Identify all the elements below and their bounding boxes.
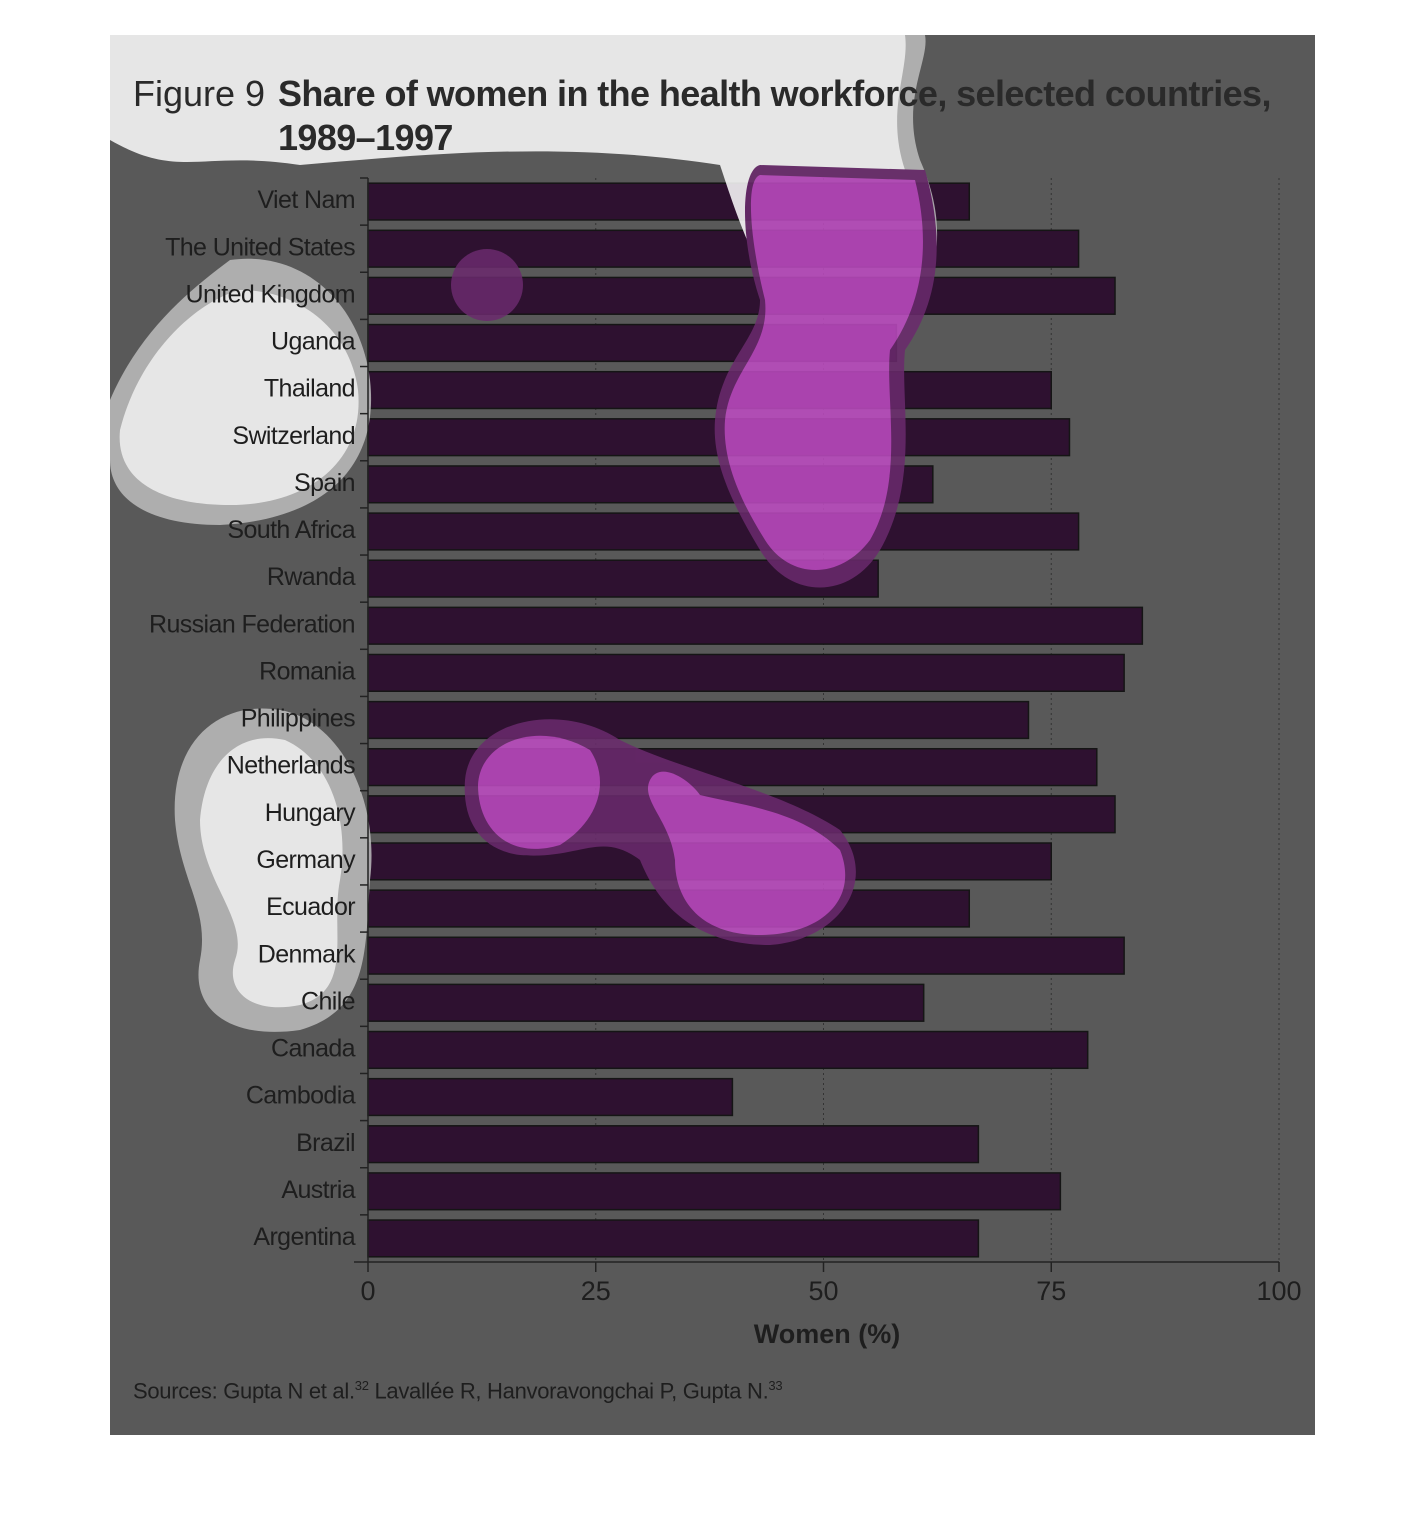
- y-tick-label: Chile: [301, 987, 355, 1015]
- bar: [367, 229, 1080, 268]
- chart-title: Share of women in the health workforce, …: [278, 73, 1271, 158]
- y-tick-label: Netherlands: [227, 752, 355, 780]
- blob: [724, 175, 923, 570]
- y-tick-label: Denmark: [258, 940, 356, 968]
- bar: [367, 983, 925, 1022]
- source-ref: 33: [768, 1378, 783, 1393]
- y-tick-label: Germany: [256, 846, 356, 874]
- x-tick-label: 25: [581, 1276, 611, 1306]
- y-tick-label: Philippines: [241, 705, 355, 733]
- x-tick-label: 100: [1256, 1276, 1301, 1306]
- y-tick-label: Russian Federation: [149, 610, 355, 638]
- y-tick-label: Rwanda: [267, 563, 356, 591]
- bar: [367, 512, 1080, 551]
- source-text: Lavallée R, Hanvoravongchai P, Gupta N.: [368, 1378, 769, 1404]
- blob: [119, 290, 359, 505]
- title-row: Figure 9 Share of women in the health wo…: [133, 72, 1293, 160]
- blob: [200, 738, 343, 1008]
- y-tick-label: Uganda: [271, 328, 356, 356]
- source-text: Sources: Gupta N et al.: [133, 1378, 355, 1404]
- x-tick-label: 75: [1036, 1276, 1066, 1306]
- source-ref: 32: [354, 1378, 369, 1393]
- bar: [367, 1030, 1089, 1070]
- y-tick-label: Canada: [271, 1035, 356, 1063]
- y-tick-label: Thailand: [264, 375, 355, 403]
- blob: [647, 771, 846, 935]
- y-tick-label: Switzerland: [232, 422, 355, 450]
- y-tick-label: South Africa: [227, 516, 355, 544]
- x-tick-label: 0: [360, 1276, 375, 1306]
- source-note: Sources: Gupta N et al.32 Lavallée R, Ha…: [133, 1378, 783, 1404]
- blob: [110, 35, 915, 330]
- bar: [367, 700, 1030, 740]
- bar: [367, 1219, 980, 1258]
- y-tick-label: Viet Nam: [257, 186, 355, 214]
- bar: [367, 606, 1144, 645]
- blob: [478, 735, 600, 849]
- y-tick-label: Hungary: [265, 799, 356, 827]
- bar: [367, 1172, 1062, 1211]
- figure-label: Figure 9: [133, 73, 266, 114]
- y-tick-label: The United States: [165, 233, 355, 261]
- x-axis-label: Women (%): [754, 1319, 901, 1349]
- y-tick-label: Ecuador: [266, 893, 355, 921]
- bar: [367, 1077, 734, 1117]
- y-tick-label: Spain: [294, 469, 355, 497]
- y-tick-label: Argentina: [253, 1223, 355, 1251]
- x-tick-label: 50: [808, 1276, 838, 1306]
- heatmap-overlay: [110, 35, 938, 1032]
- bar: [367, 370, 1052, 410]
- y-tick-label: Romania: [259, 657, 356, 685]
- y-tick-label: Cambodia: [246, 1082, 356, 1110]
- y-tick-label: United Kingdom: [186, 280, 355, 308]
- blob: [451, 249, 523, 321]
- bar: [367, 1125, 980, 1164]
- y-tick-label: Brazil: [296, 1129, 355, 1157]
- y-tick-label: Austria: [281, 1176, 355, 1204]
- bar: [367, 653, 1125, 693]
